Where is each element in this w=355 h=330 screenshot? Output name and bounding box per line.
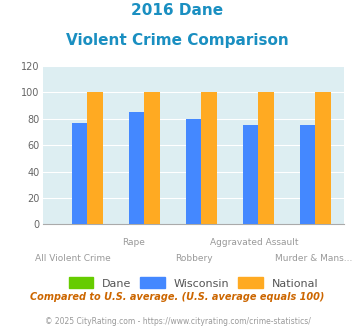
Text: © 2025 CityRating.com - https://www.cityrating.com/crime-statistics/: © 2025 CityRating.com - https://www.city… [45, 317, 310, 326]
Bar [129, 112, 144, 224]
Legend: Dane, Wisconsin, National: Dane, Wisconsin, National [69, 278, 318, 289]
Bar [243, 125, 258, 224]
Text: Robbery: Robbery [175, 254, 212, 263]
Text: Murder & Mans...: Murder & Mans... [275, 254, 353, 263]
Bar [186, 119, 201, 224]
Bar [144, 92, 159, 224]
Bar [258, 92, 274, 224]
Bar [315, 92, 331, 224]
Bar [72, 123, 87, 224]
Bar [201, 92, 217, 224]
Bar [300, 125, 315, 224]
Text: Rape: Rape [122, 238, 144, 247]
Text: Compared to U.S. average. (U.S. average equals 100): Compared to U.S. average. (U.S. average … [30, 292, 325, 302]
Text: Aggravated Assault: Aggravated Assault [209, 238, 298, 247]
Text: Violent Crime Comparison: Violent Crime Comparison [66, 33, 289, 48]
Text: All Violent Crime: All Violent Crime [35, 254, 111, 263]
Bar [87, 92, 103, 224]
Text: 2016 Dane: 2016 Dane [131, 3, 224, 18]
